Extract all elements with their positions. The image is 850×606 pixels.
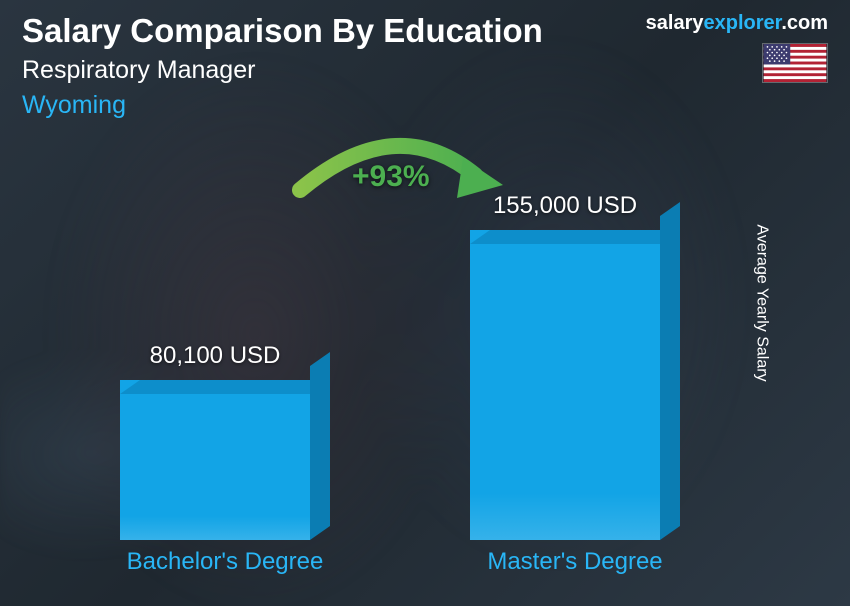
bar-top-face: [470, 230, 680, 244]
brand-prefix: salary: [646, 12, 704, 34]
header: Salary Comparison By Education Respirato…: [22, 12, 828, 120]
chart-location: Wyoming: [22, 91, 543, 120]
bar-side-face: [310, 352, 330, 540]
bar-label-masters: Master's Degree: [470, 548, 680, 576]
brand-accent: explorer: [703, 12, 781, 34]
y-axis-label: Average Yearly Salary: [752, 224, 770, 381]
bar-label-bachelors: Bachelor's Degree: [120, 548, 330, 576]
bar-value-bachelors: 80,100 USD: [150, 342, 281, 370]
increase-percentage: +93%: [352, 160, 430, 194]
brand-suffix: .com: [781, 12, 828, 34]
bar-3d-masters: [470, 230, 660, 540]
country-flag-icon: [762, 43, 828, 83]
chart-title: Salary Comparison By Education: [22, 12, 543, 50]
bar-front-face: [470, 230, 660, 540]
brand-text: salaryexplorer.com: [646, 12, 828, 35]
title-block: Salary Comparison By Education Respirato…: [22, 12, 543, 120]
bar-masters: 155,000 USD: [470, 192, 660, 540]
bar-3d-bachelors: [120, 380, 310, 540]
bar-bachelors: 80,100 USD: [120, 342, 310, 540]
bar-side-face: [660, 202, 680, 540]
brand-block: salaryexplorer.com: [646, 12, 828, 83]
chart-subtitle: Respiratory Manager: [22, 56, 543, 85]
bar-front-face: [120, 380, 310, 540]
bar-top-face: [120, 380, 330, 394]
